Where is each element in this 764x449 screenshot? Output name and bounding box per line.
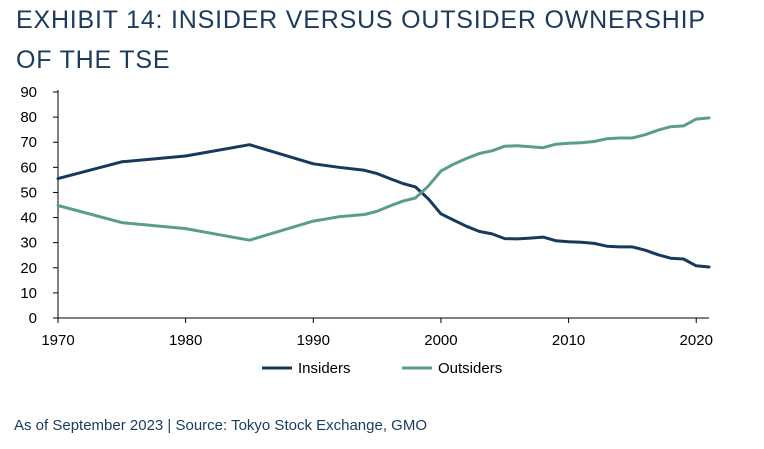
y-axis-ticks: 0 10 20 30 40 50 60 70 80 90 (20, 84, 58, 327)
y-tick-label: 0 (29, 310, 37, 327)
x-tick-label: 2010 (552, 332, 585, 349)
y-tick-label: 70 (20, 134, 37, 151)
y-tick-label: 30 (20, 235, 37, 252)
chart-axes (57, 90, 709, 319)
y-tick-label: 40 (20, 210, 37, 227)
y-tick-label: 60 (20, 159, 37, 176)
x-tick-label: 1990 (297, 332, 330, 349)
y-tick-label: 80 (20, 109, 37, 126)
x-tick-label: 1980 (169, 332, 202, 349)
chart-legend: Insiders Outsiders (262, 360, 502, 377)
series-line-outsiders (56, 116, 711, 242)
y-tick-label: 50 (20, 184, 37, 201)
x-tick-label: 2020 (680, 332, 713, 349)
source-note: As of September 2023 | Source: Tokyo Sto… (14, 417, 427, 434)
x-axis-ticks: 1970 1980 1990 2000 2010 2020 (41, 318, 713, 349)
chart-title-line-1: EXHIBIT 14: INSIDER VERSUS OUTSIDER OWNE… (16, 6, 706, 34)
y-tick-label: 20 (20, 260, 37, 277)
y-tick-label: 10 (20, 285, 37, 302)
x-tick-label: 2000 (424, 332, 457, 349)
series-line-insiders (56, 143, 711, 269)
legend-label-outsiders: Outsiders (438, 360, 502, 377)
chart-title-line-2: OF THE TSE (16, 46, 171, 74)
legend-label-insiders: Insiders (298, 360, 351, 377)
series-lines (56, 116, 711, 269)
y-tick-label: 90 (20, 84, 37, 101)
x-tick-label: 1970 (41, 332, 74, 349)
ownership-line-chart: 0 10 20 30 40 50 60 70 80 90 1970 1980 1990 2000 2010… (20, 84, 713, 377)
